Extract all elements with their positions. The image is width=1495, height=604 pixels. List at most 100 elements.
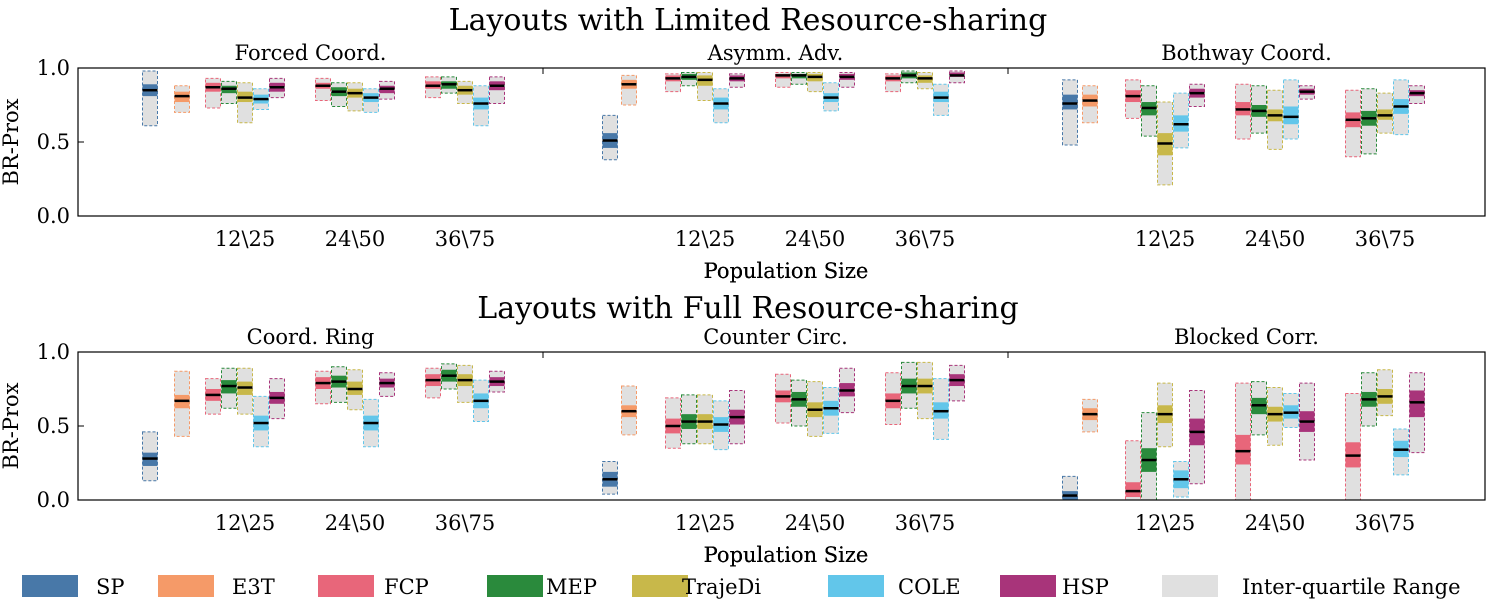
box-mep-1 — [681, 71, 697, 87]
y-tick-label: 1.0 — [37, 56, 70, 80]
panel-title: Counter Circ. — [703, 325, 848, 349]
box-hsp-3-iqr — [1409, 390, 1425, 418]
legend-label: COLE — [898, 575, 961, 599]
box-e3t — [621, 74, 637, 106]
box-trajedi-2 — [1267, 89, 1283, 150]
box-e3t — [174, 370, 190, 437]
box-fcp-1 — [665, 73, 681, 93]
x-axis-label: Population Size — [704, 543, 869, 567]
box-hsp-1 — [269, 378, 285, 420]
box-e3t — [1082, 398, 1098, 433]
panel-title: Asymm. Adv. — [707, 41, 844, 65]
box-hsp-3 — [489, 76, 505, 105]
box-cole-2 — [363, 398, 379, 448]
box-fcp-2 — [315, 77, 331, 102]
box-fcp-3 — [885, 73, 901, 93]
box-trajedi-2 — [347, 82, 363, 112]
panel-forced-coord: Forced Coord. 0.0 0.5 1.0 BR-Prox 12\25 24\50 3… — [0, 41, 868, 283]
box-trajedi-3 — [1377, 92, 1393, 134]
box-trajedi-2 — [1267, 387, 1283, 446]
y-tick-label: 0.5 — [37, 414, 70, 438]
axes-frame — [77, 351, 1486, 501]
panel-title: Bothway Coord. — [1161, 41, 1332, 65]
box-mep-3 — [1361, 88, 1377, 155]
box-trajedi-3 — [457, 80, 473, 105]
box-sp — [1062, 475, 1078, 501]
box-fcp-3 — [425, 76, 441, 99]
section-title-layouts-with-limited-resource-sharing: Layouts with Limited Resource-sharing — [449, 3, 1048, 38]
box-hsp-2 — [379, 372, 395, 397]
legend-swatch — [158, 575, 214, 597]
legend-swatch — [828, 575, 884, 597]
x-tick-label: 12\25 — [215, 227, 276, 251]
legend-swatch — [1162, 575, 1218, 597]
legend-item-cole: COLE — [828, 575, 961, 599]
box-mep-2 — [791, 379, 807, 427]
box-trajedi-3 — [1377, 369, 1393, 417]
box-mep-1 — [221, 367, 237, 409]
box-hsp-1 — [729, 389, 745, 445]
legend-label: MEP — [546, 575, 597, 599]
panel-title: Blocked Corr. — [1174, 325, 1319, 349]
x-tick-label: 24\50 — [325, 511, 386, 535]
x-tick-label: 36\75 — [895, 511, 956, 535]
box-fcp-3 — [425, 367, 441, 399]
x-tick-label: 24\50 — [785, 511, 846, 535]
box-hsp-2 — [839, 367, 855, 414]
y-tick-label: 0.0 — [37, 204, 70, 228]
box-fcp-3 — [885, 372, 901, 426]
x-tick-label: 24\50 — [1245, 511, 1306, 535]
box-trajedi-1 — [237, 367, 253, 415]
box-e3t — [174, 85, 190, 113]
box-hsp-2 — [379, 80, 395, 100]
panel-title: Coord. Ring — [247, 325, 375, 349]
box-mep-2 — [331, 82, 347, 107]
legend-item-hsp: HSP — [1000, 575, 1109, 599]
box-cole-1 — [1173, 92, 1189, 149]
box-cole-1 — [713, 88, 729, 124]
box-fcp-1-iqr — [1125, 482, 1141, 498]
box-cole-3 — [933, 83, 949, 116]
box-mep-3 — [901, 361, 917, 409]
box-trajedi-2 — [807, 381, 823, 437]
box-mep-2 — [1251, 85, 1267, 134]
box-trajedi-1 — [1157, 101, 1173, 186]
box-cole-2 — [1283, 79, 1299, 140]
x-axis-label: Population Size — [704, 543, 869, 567]
panel-bothway-coord: Bothway Coord. 12\25 24\50 36\75 Population … — [704, 41, 1425, 283]
box-fcp-1 — [205, 378, 221, 415]
x-tick-label: 24\50 — [1245, 227, 1306, 251]
box-mep-3 — [441, 76, 457, 94]
x-tick-label: 36\75 — [1355, 227, 1416, 251]
box-fcp-2 — [1235, 382, 1251, 501]
box-hsp-3 — [489, 370, 505, 393]
x-tick-label: 12\25 — [1135, 227, 1196, 251]
box-hsp-3 — [949, 70, 965, 84]
legend-item-fcp: FCP — [318, 575, 429, 599]
box-mep-3 — [1361, 372, 1377, 427]
box-trajedi-1-range — [237, 82, 253, 124]
panel-asymm-adv: Asymm. Adv. 12\25 24\50 36\75 Population Siz… — [602, 41, 965, 283]
panel-counter-circ: Counter Circ. 12\25 24\50 36\75 Population S… — [602, 325, 965, 567]
box-cole-2 — [1283, 392, 1299, 428]
box-sp-range — [1062, 79, 1078, 146]
box-cole-3 — [1393, 79, 1409, 136]
axes-frame — [77, 67, 1486, 217]
x-tick-label: 12\25 — [675, 511, 736, 535]
legend-label: SP — [96, 575, 125, 599]
legend-swatch — [632, 575, 688, 597]
box-mep-2 — [1251, 381, 1267, 436]
x-axis-label: Population Size — [704, 543, 869, 567]
legend-swatch — [487, 575, 543, 597]
x-tick-label: 36\75 — [435, 511, 496, 535]
box-hsp-3 — [1409, 372, 1425, 454]
y-axis-label: BR-Prox — [0, 382, 23, 469]
box-trajedi-2 — [807, 71, 823, 93]
box-hsp-1 — [1189, 83, 1205, 107]
box-cole-2 — [823, 82, 839, 112]
box-hsp-3 — [1409, 85, 1425, 105]
legend-label: TrajeDi — [682, 575, 761, 599]
legend-item-inter-quartile-range: Inter-quartile Range — [1162, 575, 1461, 599]
y-tick-label: 1.0 — [37, 340, 70, 364]
